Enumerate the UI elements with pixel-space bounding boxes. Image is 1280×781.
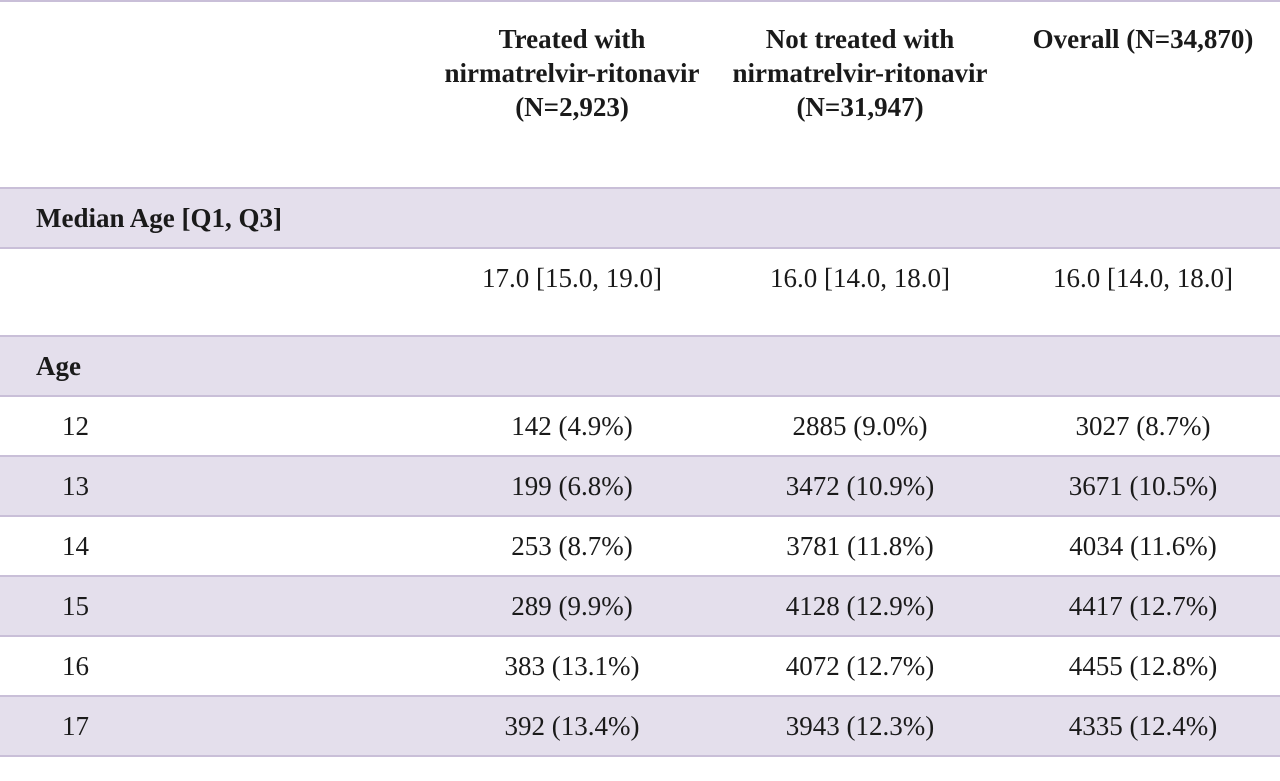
table-row-median-age: 17.0 [15.0, 19.0] 16.0 [14.0, 18.0] 16.0…: [0, 248, 1280, 337]
cell-not-treated: 3943 (12.3%): [714, 696, 1006, 757]
cell-not-treated: 16.0 [14.0, 18.0]: [714, 248, 1006, 337]
cell-overall: 4417 (12.7%): [1006, 576, 1280, 637]
cell-overall: 4335 (12.4%): [1006, 696, 1280, 757]
section-row-age: Age: [0, 336, 1280, 397]
cell-treated: 253 (8.7%): [430, 516, 714, 577]
cell-treated: 383 (13.1%): [430, 636, 714, 697]
table-row: 12 142 (4.9%) 2885 (9.0%) 3027 (8.7%): [0, 396, 1280, 457]
cell-treated: 199 (6.8%): [430, 456, 714, 517]
cell-not-treated: 4072 (12.7%): [714, 636, 1006, 697]
cell-not-treated: 4128 (12.9%): [714, 576, 1006, 637]
row-label: 15: [0, 576, 430, 637]
header-overall: Overall (N=34,870): [1006, 1, 1280, 189]
section-label-median-age: Median Age [Q1, Q3]: [0, 188, 1280, 249]
table-header-row: Treated with nirmatrelvir-ritonavir (N=2…: [0, 1, 1280, 189]
table-row: 16 383 (13.1%) 4072 (12.7%) 4455 (12.8%): [0, 636, 1280, 697]
cell-not-treated: 3472 (10.9%): [714, 456, 1006, 517]
table-row: 15 289 (9.9%) 4128 (12.9%) 4417 (12.7%): [0, 576, 1280, 637]
cell-treated: 289 (9.9%): [430, 576, 714, 637]
cell-treated: 392 (13.4%): [430, 696, 714, 757]
table-row: 14 253 (8.7%) 3781 (11.8%) 4034 (11.6%): [0, 516, 1280, 577]
row-label: 14: [0, 516, 430, 577]
row-label: 16: [0, 636, 430, 697]
cell-overall: 3027 (8.7%): [1006, 396, 1280, 457]
row-label: 13: [0, 456, 430, 517]
cell-overall: 16.0 [14.0, 18.0]: [1006, 248, 1280, 337]
row-label: 12: [0, 396, 430, 457]
cell-treated: 142 (4.9%): [430, 396, 714, 457]
cell-not-treated: 2885 (9.0%): [714, 396, 1006, 457]
section-row-median-age: Median Age [Q1, Q3]: [0, 188, 1280, 249]
cell-not-treated: 3781 (11.8%): [714, 516, 1006, 577]
table-row: 13 199 (6.8%) 3472 (10.9%) 3671 (10.5%): [0, 456, 1280, 517]
baseline-characteristics-table: Treated with nirmatrelvir-ritonavir (N=2…: [0, 1, 1280, 757]
header-empty-cell: [0, 1, 430, 189]
cell-overall: 4455 (12.8%): [1006, 636, 1280, 697]
header-treated: Treated with nirmatrelvir-ritonavir (N=2…: [430, 1, 714, 189]
section-label-age: Age: [0, 336, 1280, 397]
row-label: [0, 248, 430, 337]
header-not-treated: Not treated with nirmatrelvir-ritonavir …: [714, 1, 1006, 189]
cell-overall: 4034 (11.6%): [1006, 516, 1280, 577]
cell-treated: 17.0 [15.0, 19.0]: [430, 248, 714, 337]
row-label: 17: [0, 696, 430, 757]
cell-overall: 3671 (10.5%): [1006, 456, 1280, 517]
table-row: 17 392 (13.4%) 3943 (12.3%) 4335 (12.4%): [0, 696, 1280, 757]
